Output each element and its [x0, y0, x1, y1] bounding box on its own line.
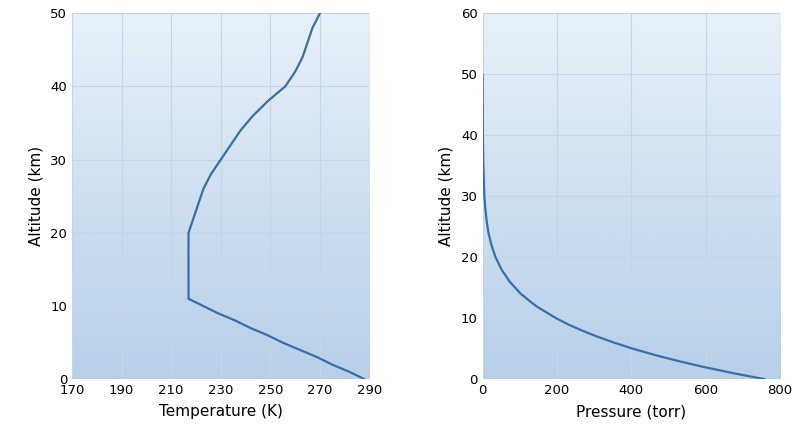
Y-axis label: Altitude (km): Altitude (km) [28, 146, 43, 247]
X-axis label: Pressure (torr): Pressure (torr) [576, 404, 686, 419]
Y-axis label: Altitude (km): Altitude (km) [439, 146, 454, 247]
X-axis label: Temperature (K): Temperature (K) [159, 404, 282, 419]
